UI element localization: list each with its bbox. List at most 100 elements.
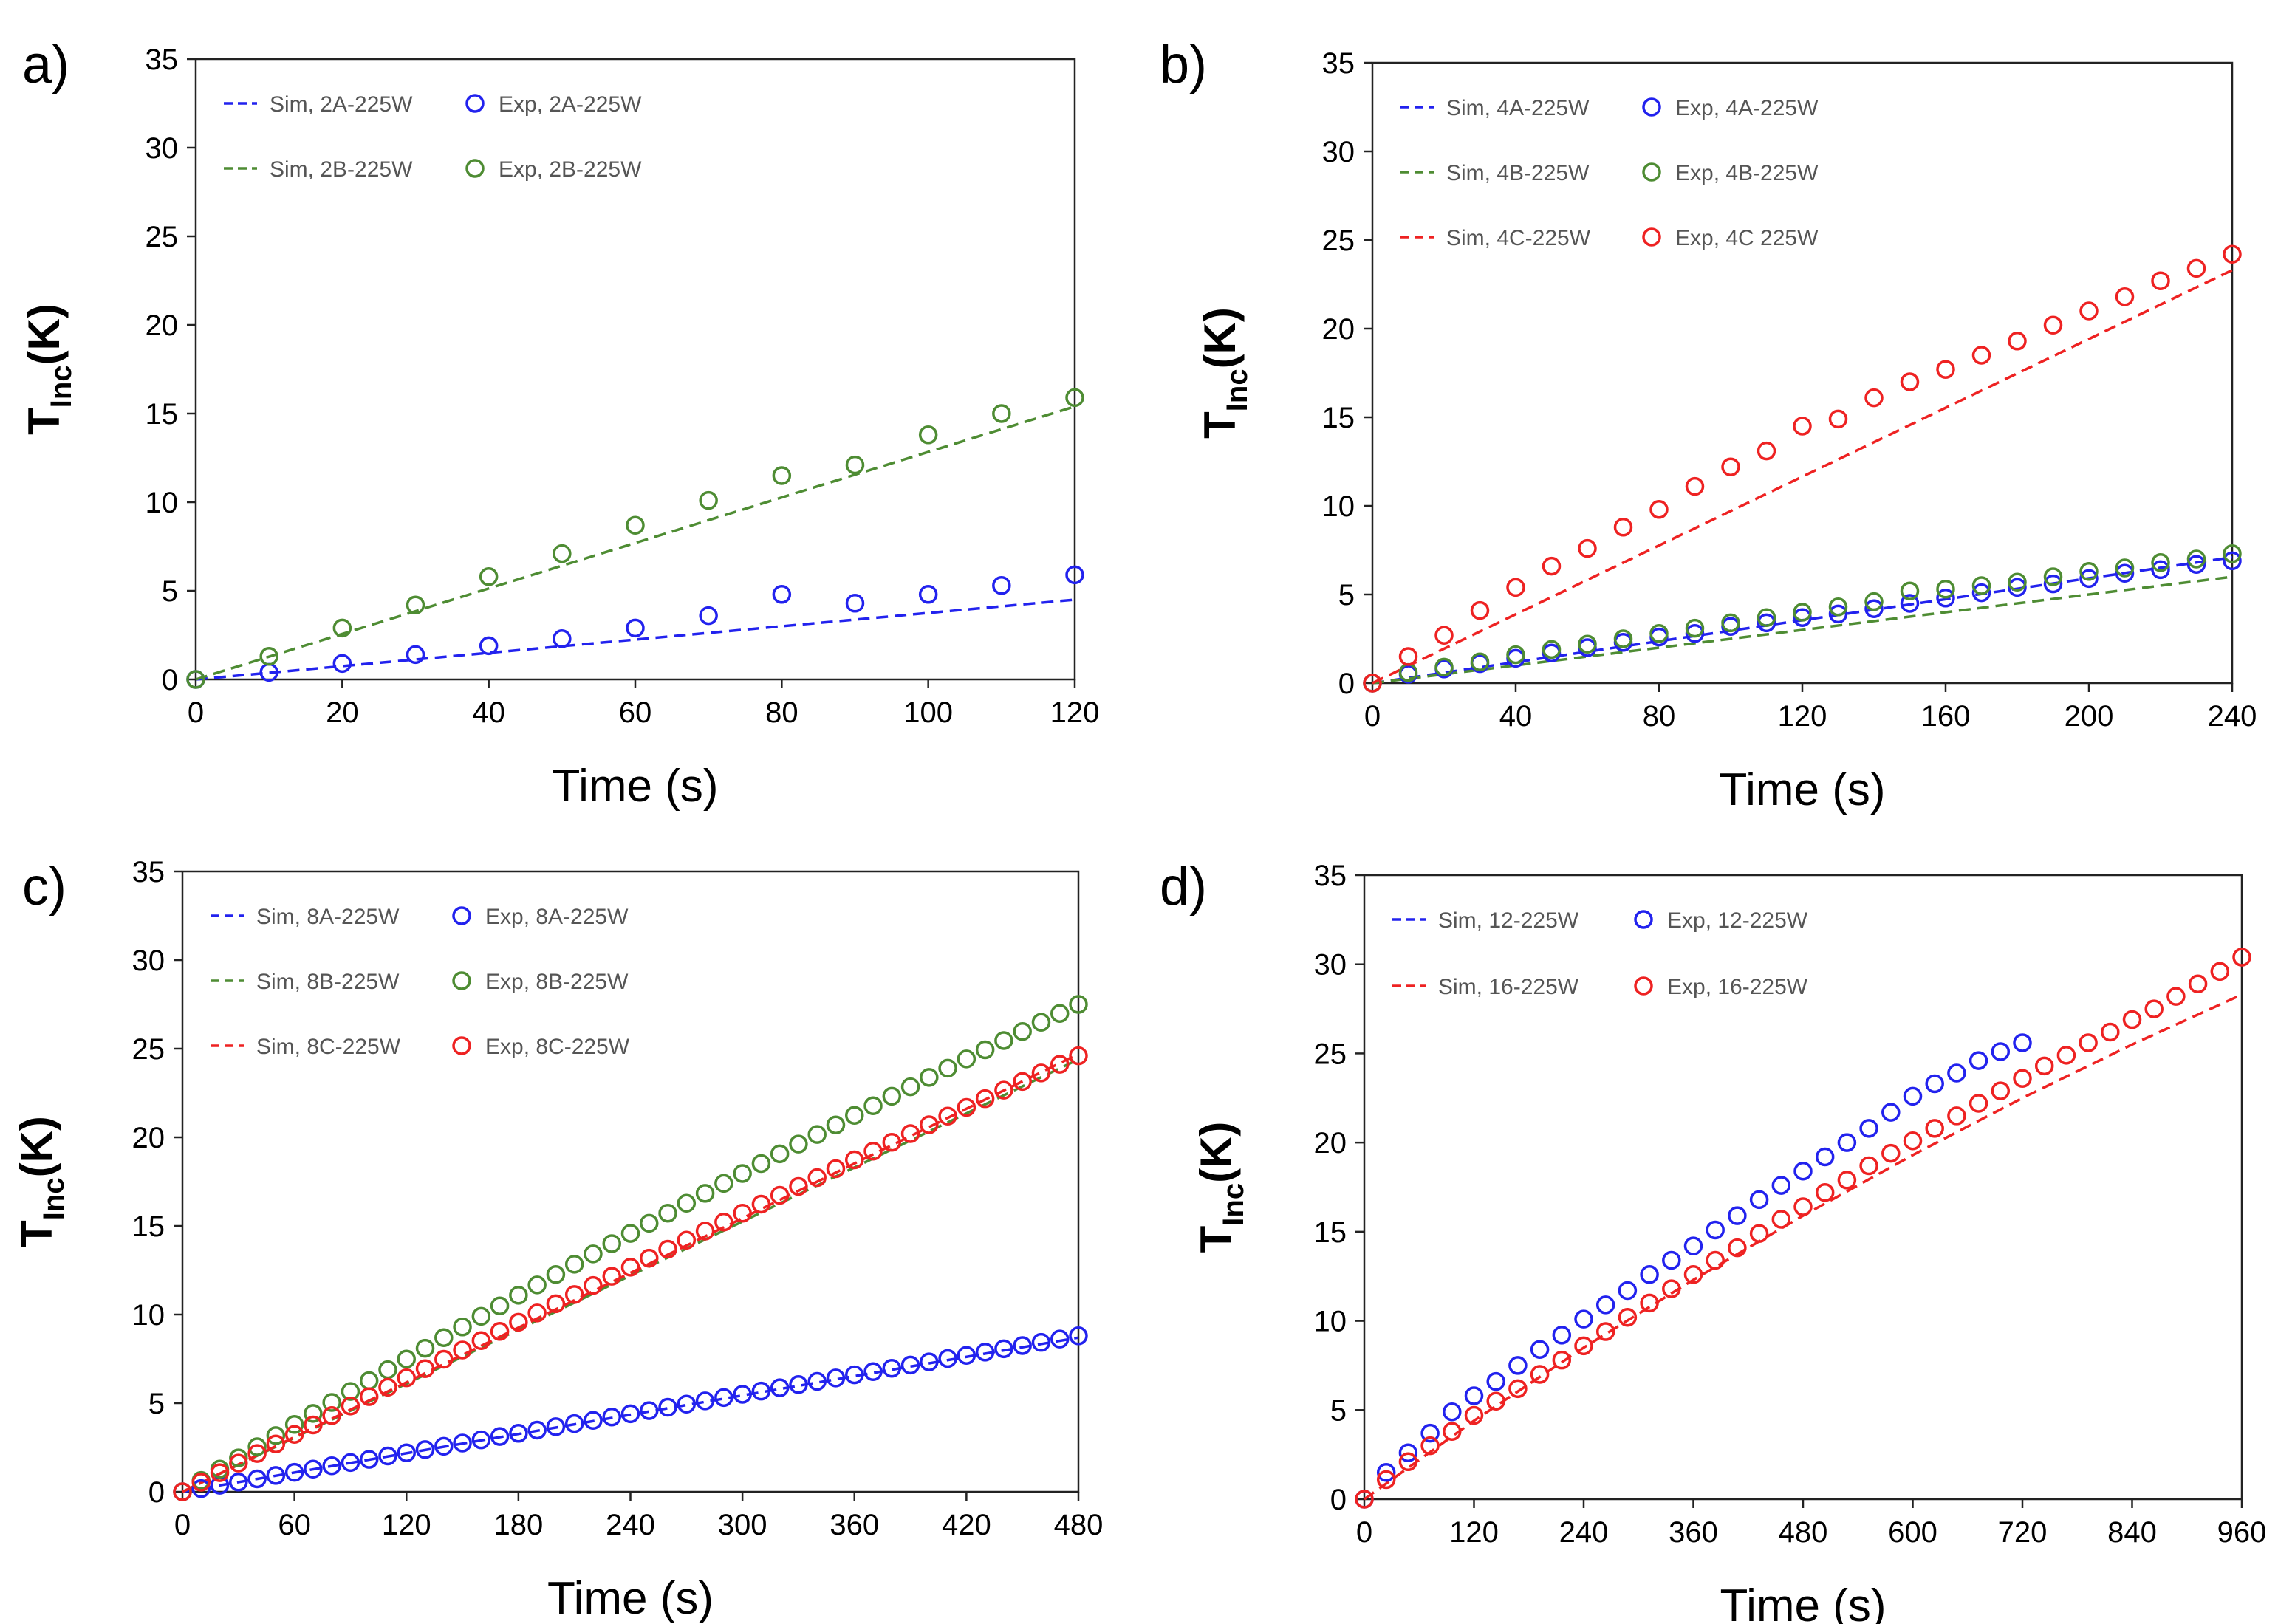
legend-label: Sim, 16-225W	[1438, 975, 1579, 999]
data-point	[733, 1385, 752, 1404]
data-point	[1706, 1220, 1725, 1240]
legend-label: Sim, 8C-225W	[256, 1035, 401, 1059]
data-point	[658, 1203, 677, 1223]
data-point	[553, 544, 572, 563]
data-point	[1936, 360, 1955, 379]
data-point	[1574, 1336, 1593, 1356]
y-tick-label: 10	[132, 1299, 165, 1332]
data-point	[751, 1381, 771, 1401]
data-point	[1793, 1162, 1813, 1181]
legend-label: Exp, 16-225W	[1667, 975, 1808, 999]
data-point	[957, 1049, 976, 1069]
chart-panel-4: 0 5 10 15 20 25 30 35 0 120 240 360 480 600 720 840 960 T…	[1160, 857, 2266, 1624]
legend-label: Exp, 12-225W	[1667, 908, 1808, 933]
data-point	[1864, 592, 1884, 611]
data-point	[1947, 1106, 1966, 1126]
y-tick-label: 20	[1322, 313, 1355, 346]
legend-label: Exp, 2B-225W	[499, 157, 642, 182]
data-point	[620, 1404, 640, 1424]
y-tick-label: 15	[1314, 1216, 1347, 1249]
data-point	[1398, 1443, 1418, 1462]
data-point	[397, 1368, 416, 1388]
x-tick-label: 840	[2107, 1516, 2157, 1549]
legend-label: Exp, 8C-225W	[485, 1035, 630, 1059]
data-point	[1595, 1322, 1615, 1341]
data-point	[882, 1086, 902, 1106]
x-tick-label: 200	[2065, 700, 2114, 733]
data-point	[2223, 244, 2242, 264]
x-tick-label: 0	[188, 696, 204, 729]
data-point	[2186, 549, 2206, 569]
data-point	[453, 1318, 472, 1337]
data-point	[1508, 1356, 1528, 1375]
legend-marker-swatch	[452, 971, 471, 990]
data-point	[845, 1365, 864, 1385]
data-point	[1376, 1463, 1396, 1482]
chart-panel-1: 0 5 10 15 20 25 30 35 0 20 40 60 80 100 120 Time (s) TIn…	[19, 35, 1099, 812]
series-line	[1363, 993, 2243, 1501]
data-point	[1706, 1250, 1725, 1270]
data-point	[1925, 1074, 1944, 1094]
data-point	[1649, 624, 1669, 643]
data-point	[304, 1459, 323, 1479]
x-tick-label: 0	[1356, 1516, 1372, 1549]
y-tick-label: 20	[1314, 1127, 1347, 1159]
data-point	[553, 629, 572, 648]
data-point	[826, 1159, 846, 1179]
legend-label: Sim, 4A-225W	[1446, 96, 1590, 120]
data-point	[1065, 565, 1084, 585]
data-point	[733, 1164, 752, 1183]
y-tick-label: 25	[146, 221, 179, 253]
data-point	[2079, 1033, 2098, 1052]
data-point	[920, 1115, 939, 1134]
data-point	[1828, 604, 1848, 624]
data-point	[1971, 576, 1991, 595]
x-tick-label: 180	[494, 1509, 544, 1541]
x-axis-title: Time (s)	[553, 761, 719, 812]
data-point	[1031, 1013, 1051, 1032]
data-point	[677, 1230, 697, 1250]
y-tick-label: 25	[1314, 1038, 1347, 1070]
data-point	[1640, 1293, 1659, 1313]
data-point	[1971, 346, 1991, 365]
data-point	[564, 1414, 584, 1433]
data-point	[602, 1234, 621, 1253]
data-point	[938, 1106, 957, 1126]
data-point	[640, 1248, 659, 1268]
data-point	[1721, 457, 1740, 476]
data-point	[378, 1377, 397, 1397]
data-point	[266, 1466, 286, 1485]
data-point	[2151, 560, 2170, 580]
x-tick-label: 60	[278, 1509, 311, 1541]
data-point	[406, 645, 425, 665]
data-point	[2008, 578, 2027, 597]
data-point	[2079, 562, 2099, 581]
data-point	[266, 1434, 286, 1453]
data-point	[304, 1404, 323, 1423]
data-point	[918, 425, 938, 445]
y-tick-label: 30	[1314, 949, 1347, 981]
data-point	[957, 1346, 976, 1365]
data-point	[2151, 271, 2170, 290]
data-point	[789, 1134, 808, 1154]
data-point	[1947, 1063, 1966, 1083]
data-point	[620, 1224, 640, 1243]
data-point	[284, 1425, 304, 1444]
data-point	[1398, 1452, 1418, 1472]
data-point	[584, 1411, 603, 1431]
panel-label: b)	[1160, 35, 1207, 95]
chart-panel-2: 0 5 10 15 20 25 30 35 0 40 80 120 160 200 240 Time (s) T…	[1160, 35, 2257, 815]
data-point	[2232, 948, 2251, 967]
data-point	[1578, 538, 1597, 558]
data-point	[434, 1436, 454, 1456]
data-point	[509, 1312, 528, 1332]
plot-frame	[181, 870, 1080, 1493]
data-point	[1793, 603, 1812, 622]
data-point	[2151, 553, 2170, 572]
data-point	[1859, 1119, 1878, 1138]
data-point	[863, 1362, 883, 1382]
data-point	[1757, 613, 1776, 633]
data-point	[920, 1352, 939, 1371]
data-point	[1443, 1422, 1462, 1442]
y-tick-label: 30	[132, 945, 165, 977]
